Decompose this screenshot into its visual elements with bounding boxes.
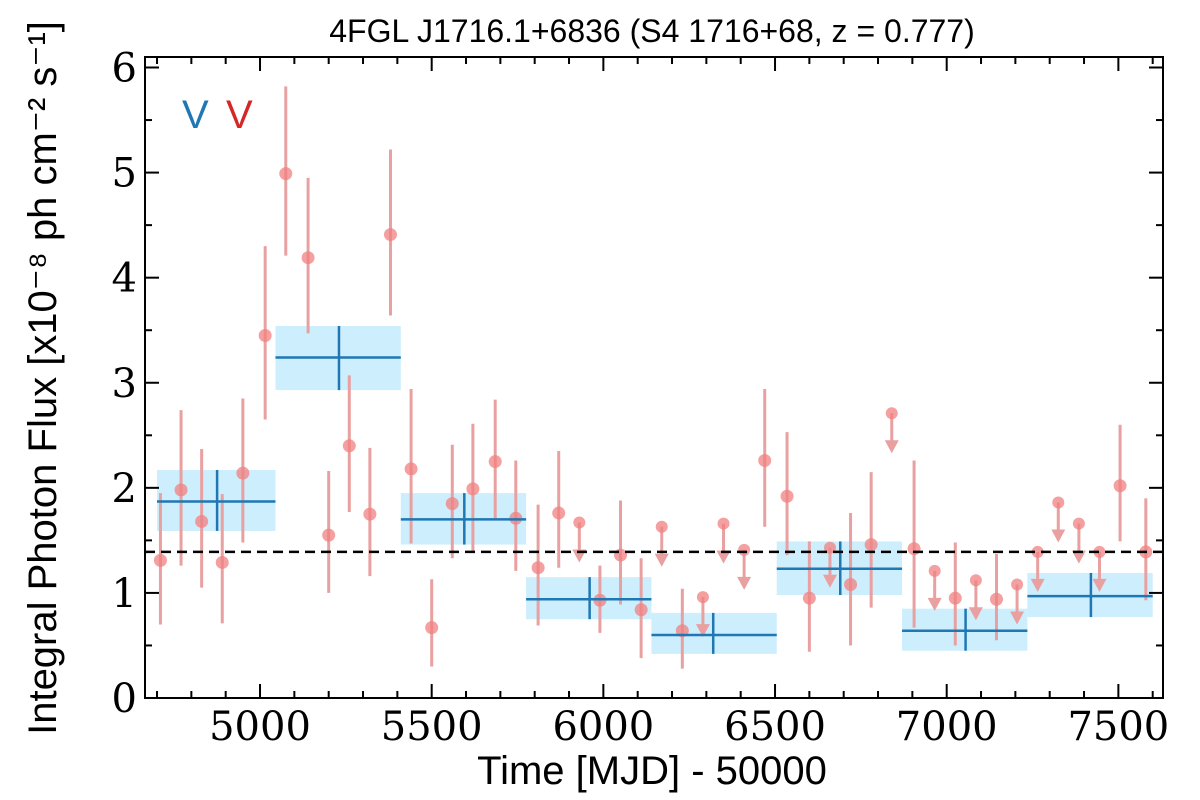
data-point-9 <box>342 439 356 453</box>
data-point-7 <box>301 251 315 265</box>
x-tick-label-1: 5500 <box>381 704 483 750</box>
data-point-29 <box>907 542 921 556</box>
upper-limit-arrow-2 <box>695 624 710 638</box>
data-point-14 <box>445 497 459 511</box>
data-point-0 <box>153 553 167 567</box>
upper-limit-point-11 <box>1052 496 1065 509</box>
upper-limit-arrow-13 <box>1092 578 1107 592</box>
y-tick-label-1: 1 <box>112 571 137 617</box>
data-point-18 <box>531 561 545 575</box>
upper-limit-point-12 <box>1072 517 1085 530</box>
x-tick-label-4: 7000 <box>896 704 998 750</box>
data-point-12 <box>404 462 418 476</box>
data-point-8 <box>322 528 336 542</box>
upper-limit-arrow-11 <box>1051 529 1066 543</box>
plot-frame <box>144 56 1164 699</box>
data-point-2 <box>195 514 209 528</box>
upper-limit-point-1 <box>655 520 668 533</box>
upper-limit-arrow-9 <box>1010 611 1025 625</box>
upper-limit-arrow-12 <box>1071 550 1086 564</box>
y-tick-label-6: 6 <box>112 46 137 92</box>
upper-limit-point-2 <box>696 591 709 604</box>
x-axis-label: Time [MJD] - 50000 <box>477 749 827 793</box>
upper-limit-point-10 <box>1031 545 1044 558</box>
marker-v-blue: V <box>182 93 209 137</box>
data-point-15 <box>466 482 480 496</box>
data-point-4 <box>236 466 250 480</box>
axis-ticks <box>145 57 1163 699</box>
upper-limit-point-9 <box>1011 578 1024 591</box>
chart-title: 4FGL J1716.1+6836 (S4 1716+68, z = 0.777… <box>329 13 975 49</box>
x-tick-label-0: 5000 <box>209 704 311 750</box>
y-tick-label-4: 4 <box>112 256 137 302</box>
upper-limit-arrow-3 <box>716 550 731 564</box>
upper-limit-point-0 <box>573 516 586 529</box>
upper-limit-point-6 <box>885 407 898 420</box>
data-point-31 <box>989 592 1003 606</box>
upper-limit-point-3 <box>717 517 730 530</box>
marker-v-red: V <box>226 93 253 137</box>
binned-points <box>157 326 1153 654</box>
data-point-24 <box>758 454 772 468</box>
upper-limit-arrow-8 <box>968 607 983 621</box>
data-point-22 <box>634 603 648 617</box>
data-point-19 <box>552 506 566 520</box>
data-point-11 <box>383 228 397 242</box>
data-points <box>153 86 1153 669</box>
y-tick-label-2: 2 <box>112 466 137 512</box>
data-point-1 <box>174 483 188 497</box>
data-point-25 <box>780 489 794 503</box>
upper-limit-point-8 <box>969 574 982 587</box>
data-point-30 <box>948 591 962 605</box>
upper-limit-arrow-1 <box>654 553 669 567</box>
upper-limit-arrow-7 <box>927 597 942 611</box>
data-point-10 <box>363 507 377 521</box>
upper-limit-point-7 <box>928 564 941 577</box>
upper-limit-point-4 <box>738 543 751 556</box>
upper-limit-arrow-6 <box>884 440 899 454</box>
data-point-27 <box>844 578 858 592</box>
data-point-6 <box>279 167 293 181</box>
x-tick-label-3: 6500 <box>724 704 826 750</box>
data-point-13 <box>425 621 439 635</box>
x-tick-label-2: 6000 <box>552 704 654 750</box>
y-tick-label-3: 3 <box>112 361 137 407</box>
data-point-21 <box>614 548 628 562</box>
y-tick-label-0: 0 <box>112 676 137 722</box>
x-tick-labels: 5000 5500 6000 6500 7000 7500 <box>209 704 1169 750</box>
y-axis-label: Integral Photon Flux [x10⁻⁸ ph cm⁻² s⁻¹] <box>21 21 65 735</box>
data-point-28 <box>864 538 878 552</box>
upper-limit-arrow-4 <box>737 576 752 590</box>
upper-limit-arrow-10 <box>1030 578 1045 592</box>
data-point-16 <box>488 455 502 469</box>
data-point-5 <box>258 328 272 342</box>
upper-limit-arrow-5 <box>822 574 837 588</box>
data-point-3 <box>215 555 229 569</box>
data-point-32 <box>1113 479 1127 493</box>
y-tick-label-5: 5 <box>112 151 137 197</box>
upper-limit-point-13 <box>1093 545 1106 558</box>
y-tick-labels: 0 1 2 3 4 5 6 <box>112 46 137 722</box>
x-tick-label-5: 7500 <box>1067 704 1169 750</box>
data-point-26 <box>802 591 816 605</box>
